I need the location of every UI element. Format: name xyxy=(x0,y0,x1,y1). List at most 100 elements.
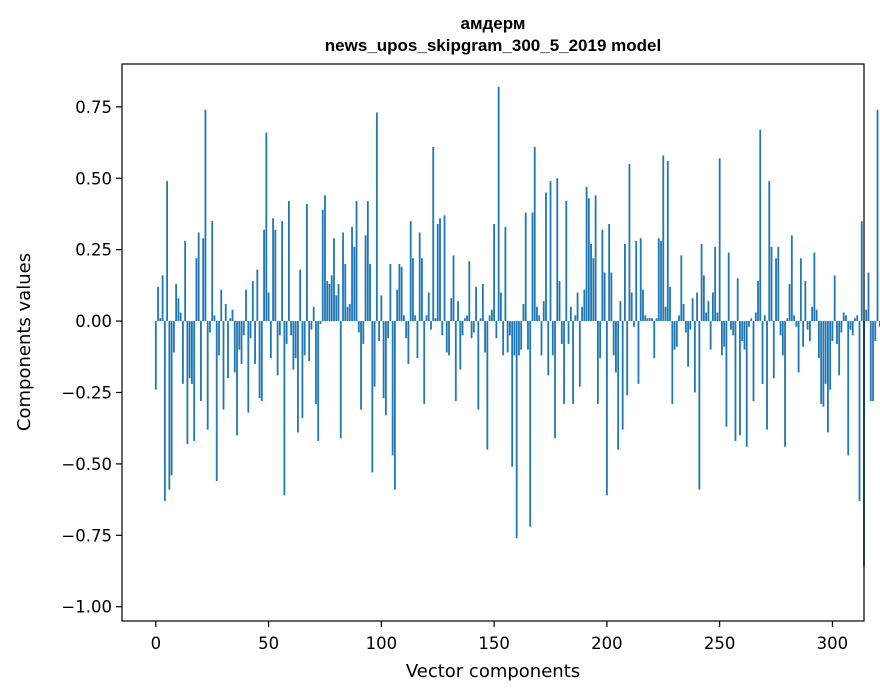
bar-7 xyxy=(170,321,173,476)
bar-151 xyxy=(495,321,498,339)
bar-130 xyxy=(448,321,450,356)
bar-70 xyxy=(312,306,315,322)
bar-46 xyxy=(258,321,261,399)
bar-200 xyxy=(605,321,608,496)
bar-104 xyxy=(389,263,392,322)
bar-16 xyxy=(191,321,193,384)
bar-82 xyxy=(339,321,342,439)
bar-66 xyxy=(303,321,306,356)
bar-49 xyxy=(265,132,268,322)
bar-0 xyxy=(154,321,157,390)
bar-134 xyxy=(457,301,459,322)
bar-17 xyxy=(193,321,196,442)
bar-13 xyxy=(184,241,187,322)
bar-318 xyxy=(872,321,874,402)
bar-85 xyxy=(346,306,349,322)
bar-209 xyxy=(626,321,629,396)
bar-27 xyxy=(215,321,218,482)
bar-305 xyxy=(842,312,845,322)
bar-97 xyxy=(373,321,376,387)
bar-48 xyxy=(263,229,265,322)
bar-54 xyxy=(276,321,279,376)
bar-164 xyxy=(524,212,527,322)
bar-285 xyxy=(797,321,800,373)
bar-294 xyxy=(817,321,820,359)
bar-44 xyxy=(254,321,256,364)
bar-302 xyxy=(836,321,838,344)
bar-264 xyxy=(750,318,753,322)
bar-275 xyxy=(775,258,777,322)
bar-239 xyxy=(693,321,696,393)
bar-250 xyxy=(718,158,721,322)
bar-116 xyxy=(416,321,419,359)
bar-39 xyxy=(242,321,245,336)
bar-276 xyxy=(777,246,780,322)
x-tick-label: 50 xyxy=(258,634,279,653)
bar-196 xyxy=(596,321,599,404)
bar-173 xyxy=(545,192,547,322)
bar-58 xyxy=(285,321,288,344)
bar-19 xyxy=(197,232,200,322)
bar-121 xyxy=(427,292,430,322)
bar-29 xyxy=(220,289,223,322)
bar-280 xyxy=(786,318,789,322)
bar-69 xyxy=(310,321,313,330)
bar-144 xyxy=(479,318,482,322)
bar-122 xyxy=(430,321,432,330)
bar-110 xyxy=(403,315,405,322)
bar-269 xyxy=(761,321,764,384)
y-tick-label: −1.00 xyxy=(61,598,112,617)
bar-162 xyxy=(520,321,523,350)
bar-237 xyxy=(689,321,692,330)
bar-297 xyxy=(824,321,827,384)
bar-304 xyxy=(840,321,843,333)
bar-317 xyxy=(869,321,872,402)
bar-252 xyxy=(723,321,726,347)
bar-204 xyxy=(615,321,617,373)
bar-138 xyxy=(466,315,468,322)
plot-frame xyxy=(121,63,865,622)
bar-235 xyxy=(684,321,687,333)
bar-55 xyxy=(278,321,281,336)
bar-293 xyxy=(815,309,818,322)
bar-102 xyxy=(384,321,387,416)
bar-137 xyxy=(463,318,466,322)
bar-217 xyxy=(644,315,647,322)
bar-113 xyxy=(409,221,412,322)
bar-8 xyxy=(172,321,175,353)
bar-115 xyxy=(414,315,417,322)
bar-185 xyxy=(572,321,574,404)
bar-316 xyxy=(867,272,870,322)
bar-223 xyxy=(657,238,660,322)
bar-135 xyxy=(459,321,462,370)
bar-208 xyxy=(624,243,626,322)
bar-170 xyxy=(538,315,541,322)
bar-106 xyxy=(393,321,396,490)
bar-240 xyxy=(696,292,698,322)
bar-133 xyxy=(454,321,457,402)
bar-153 xyxy=(499,292,502,322)
bar-53 xyxy=(274,229,277,322)
bar-306 xyxy=(845,315,847,322)
bar-307 xyxy=(847,321,850,456)
bar-282 xyxy=(790,235,793,322)
bar-56 xyxy=(281,221,284,322)
bar-63 xyxy=(297,321,299,433)
bar-279 xyxy=(784,321,786,447)
bar-319 xyxy=(874,321,877,342)
y-axis-label: Components values xyxy=(14,253,35,431)
bar-124 xyxy=(434,318,437,322)
bar-60 xyxy=(290,321,293,336)
bar-21 xyxy=(202,238,205,322)
bar-127 xyxy=(441,321,444,336)
bar-20 xyxy=(200,321,202,402)
chart-title-line1: амдерм xyxy=(460,14,525,33)
bar-52 xyxy=(272,218,274,322)
bar-182 xyxy=(565,201,568,322)
bar-128 xyxy=(443,215,446,322)
bar-183 xyxy=(567,321,570,344)
bar-25 xyxy=(211,221,214,322)
bar-268 xyxy=(759,129,762,322)
bar-188 xyxy=(578,321,581,387)
bar-270 xyxy=(763,315,766,322)
